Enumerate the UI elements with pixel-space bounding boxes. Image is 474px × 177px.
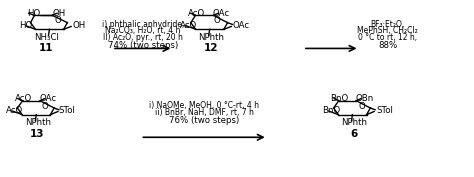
Text: AcO: AcO xyxy=(6,106,23,115)
Text: i) phthalic anhydride,: i) phthalic anhydride, xyxy=(101,19,184,28)
Text: STol: STol xyxy=(58,106,75,115)
Text: HO: HO xyxy=(27,9,41,18)
Text: MePhSH, CH₂Cl₂: MePhSH, CH₂Cl₂ xyxy=(357,26,418,35)
Text: BnO: BnO xyxy=(322,106,340,115)
Text: 0 °C to rt, 12 h,: 0 °C to rt, 12 h, xyxy=(358,33,417,42)
Text: 13: 13 xyxy=(29,129,44,139)
Text: NPhth: NPhth xyxy=(198,33,224,42)
Text: NPhth: NPhth xyxy=(25,118,51,127)
Text: O: O xyxy=(41,102,48,111)
Text: II) Ac₂O, pyr., rt, 20 h: II) Ac₂O, pyr., rt, 20 h xyxy=(103,33,182,42)
Text: 76% (two steps): 76% (two steps) xyxy=(169,116,239,125)
Text: OAc: OAc xyxy=(39,95,56,103)
Text: 12: 12 xyxy=(204,43,219,53)
Text: OBn: OBn xyxy=(356,95,374,103)
Text: BF₃·Et₂O,: BF₃·Et₂O, xyxy=(371,19,405,28)
Text: AcO: AcO xyxy=(180,21,197,30)
Text: OAc: OAc xyxy=(212,9,229,18)
Text: O: O xyxy=(358,102,365,111)
Text: 6: 6 xyxy=(350,129,357,139)
Text: STol: STol xyxy=(376,106,393,115)
Text: O: O xyxy=(55,16,61,25)
Text: OAc: OAc xyxy=(232,21,249,30)
Text: Na₂CO₃, H₂O, rt, 4 h: Na₂CO₃, H₂O, rt, 4 h xyxy=(105,26,181,35)
Text: 11: 11 xyxy=(39,43,54,53)
Text: NPhth: NPhth xyxy=(341,118,367,127)
Text: BnO: BnO xyxy=(330,95,348,103)
Text: NH₃Cl: NH₃Cl xyxy=(34,33,59,42)
Text: OH: OH xyxy=(52,9,65,18)
Text: OH: OH xyxy=(72,21,85,30)
Text: i) NaOMe, MeOH, 0 °C-rt, 4 h: i) NaOMe, MeOH, 0 °C-rt, 4 h xyxy=(149,101,259,110)
Text: AcO: AcO xyxy=(15,95,32,103)
Text: HO: HO xyxy=(19,21,33,30)
Text: 88%: 88% xyxy=(378,41,397,50)
Text: 74% (two steps): 74% (two steps) xyxy=(108,41,178,50)
Text: AcO: AcO xyxy=(188,9,205,18)
Text: O: O xyxy=(214,16,220,25)
Text: ii) BnBr, NaH, DMF, rt, 7 h: ii) BnBr, NaH, DMF, rt, 7 h xyxy=(155,108,254,117)
